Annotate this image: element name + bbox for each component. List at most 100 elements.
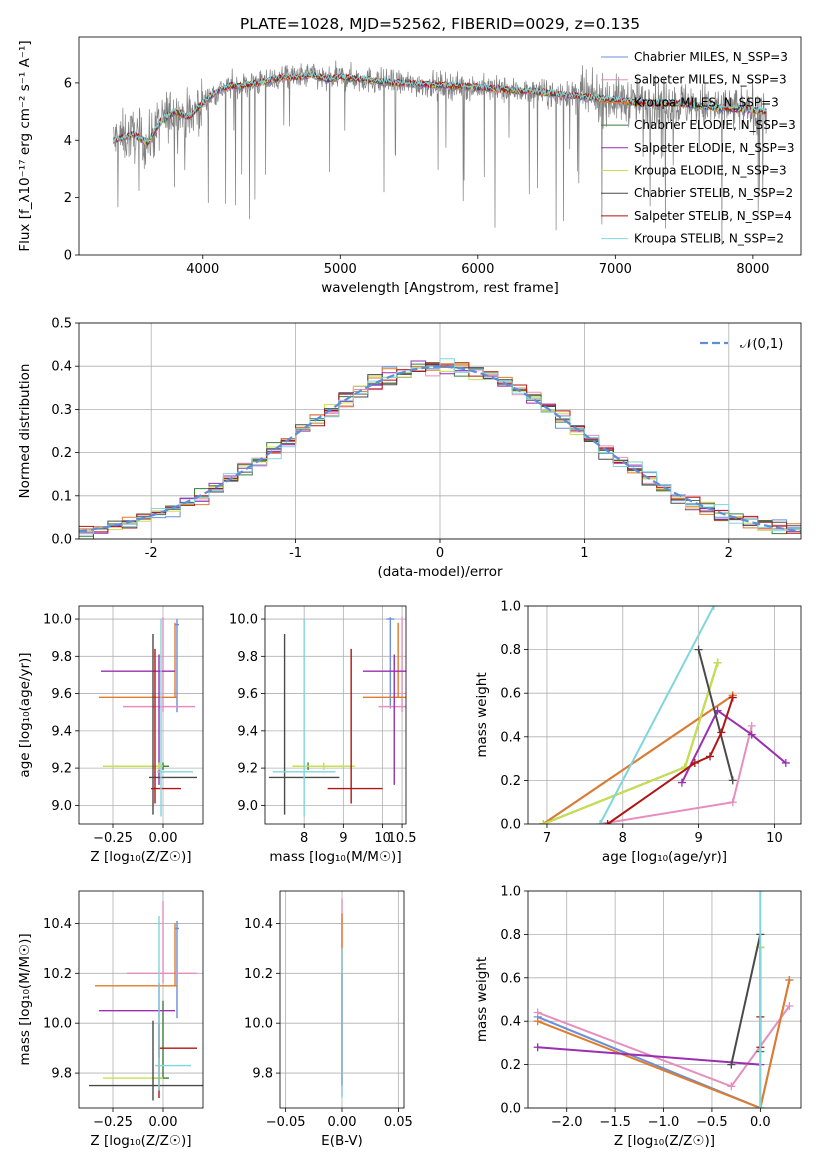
series-marker [781,758,790,767]
y-tick-label: 0.2 [500,1058,521,1073]
y-tick-label: 0.1 [51,489,72,504]
legend-label: Salpeter STELIB, N_SSP=4 [634,209,792,223]
legend-label: Kroupa STELIB, N_SSP=2 [634,232,784,246]
errorbar-point [362,654,406,785]
y-tick-label: 0.4 [51,360,72,375]
y-tick-label: 9.6 [237,687,258,702]
y-axis-label: Flux [f_λ10⁻¹⁷ erg cm⁻² s⁻¹ A⁻¹] [17,40,33,251]
y-tick-label: 1.0 [500,885,521,900]
y-tick-label: 9.2 [51,762,72,777]
figure-title: PLATE=1028, MJD=52562, FIBERID=0029, z=0… [240,15,640,33]
model-spectrum-kroupa_stelib [112,70,767,144]
series-marker [603,820,612,824]
y-tick-label: 10.4 [43,917,72,932]
series-marker [727,1082,736,1091]
legend-label: Chabrier ELODIE, N_SSP=3 [634,118,796,132]
x-axis-label: Z [log₁₀(Z/Z☉)] [90,849,191,865]
y-tick-label: 9.0 [51,799,72,814]
errorbar-point [327,648,383,804]
y-tick-label: 9.8 [51,650,72,665]
series-marker [747,730,756,739]
y-tick-label: 0.2 [51,446,72,461]
x-tick-label: 10 [766,831,783,846]
axes-frame [527,890,802,1109]
x-tick-label: 2 [725,546,733,561]
y-tick-label: 0.6 [500,687,521,702]
y-tick-label: 9.8 [237,650,258,665]
legend-label: Kroupa ELODIE, N_SSP=3 [634,164,787,178]
legend-label: Salpeter MILES, N_SSP=3 [634,73,787,87]
plot-area [539,606,790,824]
y-axis-label: mass [log₁₀(M/M☉)] [17,933,33,1065]
y-tick-label: 0.5 [51,317,72,332]
y-tick-label: 0.2 [500,774,521,789]
x-tick-label: 6000 [461,262,494,277]
errorbar-point [272,619,336,817]
panel-mass-weight-vs-age: 7 8 9 10 0.0 0.2 0.4 0.6 0.8 1.0 age [log₁₀(age/yr… [474,600,802,865]
y-tick-label: 0.6 [500,971,521,986]
series-marker [785,975,794,984]
x-tick-label: -2 [145,546,158,561]
y-tick-label: 0.3 [51,403,72,418]
plot-area [99,617,197,817]
y-tick-label: 0.0 [500,1102,521,1117]
series-marker [706,752,714,761]
y-tick-label: 9.8 [51,1067,72,1082]
x-axis-label: (data-model)/error [377,564,503,580]
errorbar-point [95,923,177,987]
y-tick-label: 10.0 [43,1017,72,1032]
series-marker [727,1060,736,1069]
x-tick-label: 0.00 [149,1115,178,1130]
x-tick-label: 8 [300,831,308,846]
x-axis-label: Z [log₁₀(Z/Z☉)] [614,1133,715,1149]
panel-age-vs-Z: −0.25 0.00 9.0 9.2 9.4 9.6 9.8 10.0 Z [log₁₀(Z/Z… [17,605,204,865]
plot-area [112,60,767,246]
y-tick-label: 0.4 [500,1015,521,1030]
series-marker [756,891,765,895]
axes-frame [78,605,204,825]
y-axis-label: mass weight [474,957,490,1042]
x-tick-label: 8000 [736,262,769,277]
y-tick-label: 10.0 [244,1017,273,1032]
x-tick-label: 10.5 [388,831,417,846]
axes-frame [78,890,204,1109]
legend-label: Chabrier STELIB, N_SSP=2 [634,186,793,200]
x-tick-label: 7 [543,831,551,846]
plot-area [79,358,801,539]
x-tick-label: 5000 [324,262,357,277]
series-marker [713,658,722,667]
series-marker [728,798,737,807]
series-marker [690,758,699,767]
series-marker [596,820,605,824]
series-marker [533,1017,542,1026]
x-tick-label: 9 [694,831,702,846]
y-tick-label: 0.4 [500,730,521,745]
y-tick-label: 4 [64,134,72,149]
series-line-chabrier_stelib [697,649,734,781]
legend-label: Kroupa MILES, N_SSP=3 [634,95,779,109]
panel-spectrum: 4000 5000 6000 7000 8000 0 2 4 6 wavelength [Angs… [17,36,802,296]
y-tick-label: 0.0 [500,818,521,833]
errorbar-point [99,622,177,698]
normal-curve [79,365,801,533]
series-marker [677,778,686,787]
series-line-salpeter_elodie [681,709,787,784]
x-axis-label: wavelength [Angstrom, rest frame] [321,280,559,296]
x-tick-label: 1 [580,546,588,561]
panel-mass-vs-EBV: −0.05 0.00 0.05 9.8 10.0 10.2 10.4 E(B-V) [244,890,413,1149]
y-tick-label: 6 [64,76,72,91]
series-line-chabrier_stelib [730,934,762,1065]
x-tick-label: 0.05 [384,1115,413,1130]
y-tick-label: 1.0 [500,600,521,615]
plot-area [89,900,203,1101]
y-tick-label: 9.6 [51,687,72,702]
y-axis-label: Normed distribution [17,364,33,499]
x-tick-label: −1.5 [599,1115,631,1130]
x-tick-label: −0.05 [266,1115,306,1130]
plot-area [268,617,406,817]
x-tick-label: 0.00 [149,831,178,846]
x-tick-label: -1 [289,546,302,561]
errorbar-point [89,1020,203,1101]
series-marker [533,1043,542,1052]
